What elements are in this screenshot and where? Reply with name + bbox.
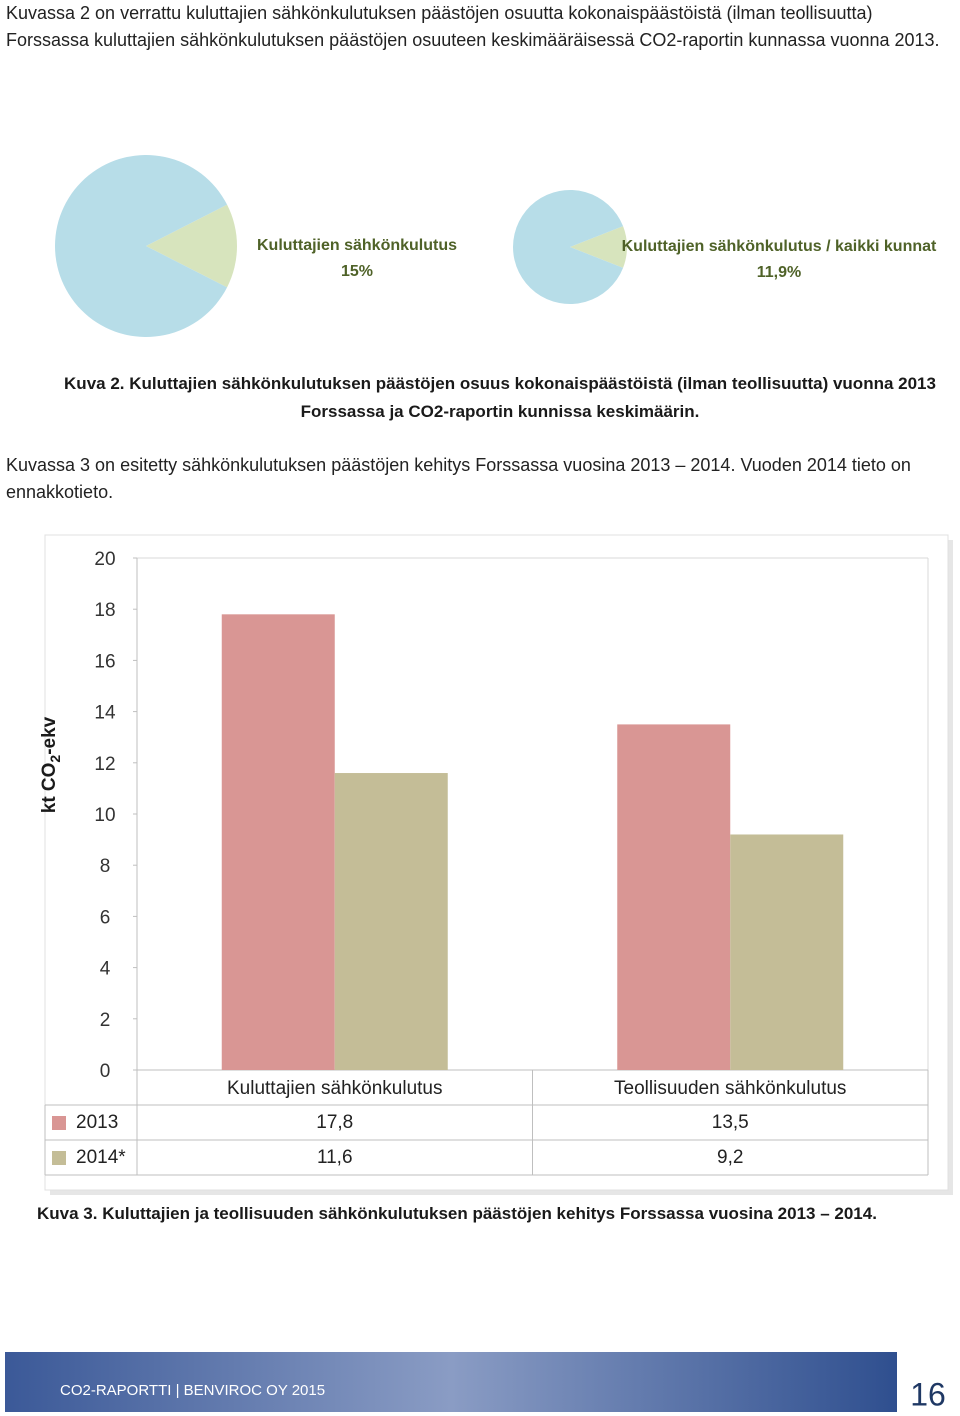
slice-name: Kuluttajien sähkönkulutus [256, 237, 457, 254]
table-value: 11,6 [317, 1147, 353, 1168]
legend-swatch [52, 1116, 66, 1130]
x-tick-label: Teollisuuden sähkönkulutus [614, 1078, 846, 1099]
table-value: 13,5 [712, 1112, 749, 1133]
caption: Kuva 2. Kuluttajien sähkönkulutuksen pää… [64, 374, 936, 421]
y-tick-label: 10 [94, 805, 115, 826]
slice-name: Kuluttajien sähkönkulutus / kaikki kunna… [621, 238, 937, 255]
slice-value: 15% [340, 263, 374, 280]
y-label-part: -ekv [39, 716, 60, 754]
footer-text: CO2-RAPORTTI | BENVIROC OY 2015 [60, 1382, 325, 1399]
table-value: 9,2 [717, 1147, 743, 1168]
pie-slice [513, 189, 624, 304]
legend-label: 2014* [76, 1147, 126, 1168]
paragraph: Kuvassa 3 on esitetty sähkönkulutuksen p… [6, 455, 911, 502]
footer-band [5, 1352, 897, 1412]
y-tick-label: 8 [100, 856, 111, 877]
bar [730, 834, 844, 1070]
pie-label: Kuluttajien sähkönkulutus / kaikki kunna… [618, 234, 940, 286]
slice-value: 11,9% [756, 264, 802, 281]
legend-swatch [52, 1151, 66, 1165]
table-value: 17,8 [316, 1112, 353, 1133]
bar [221, 614, 335, 1070]
y-axis-label: kt CO2-ekv [39, 716, 63, 813]
pie-label: Kuluttajien sähkönkulutus 15% [217, 233, 497, 285]
bar [334, 773, 448, 1070]
y-tick-label: 6 [100, 907, 111, 928]
y-label-part: kt CO [39, 763, 60, 814]
y-tick-label: 16 [94, 651, 115, 672]
pie-slice [55, 155, 228, 337]
y-tick-label: 4 [100, 959, 111, 980]
legend-label: 2013 [76, 1112, 118, 1133]
bar [617, 724, 731, 1070]
page-number: 16 [910, 1376, 946, 1412]
y-tick-label: 2 [100, 1010, 111, 1031]
paragraph: Kuvassa 2 on verrattu kuluttajien sähkön… [6, 3, 940, 50]
y-tick-label: 12 [94, 754, 115, 775]
pie-slice [146, 204, 237, 288]
y-tick-label: 0 [100, 1061, 111, 1082]
caption: Kuva 3. Kuluttajien ja teollisuuden sähk… [37, 1204, 877, 1223]
y-tick-label: 20 [94, 549, 115, 570]
y-tick-label: 18 [94, 600, 115, 621]
y-label-part: 2 [47, 755, 63, 763]
x-tick-label: Kuluttajien sähkönkulutus [227, 1078, 442, 1099]
y-tick-label: 14 [94, 703, 116, 724]
pie-slice [570, 226, 627, 268]
